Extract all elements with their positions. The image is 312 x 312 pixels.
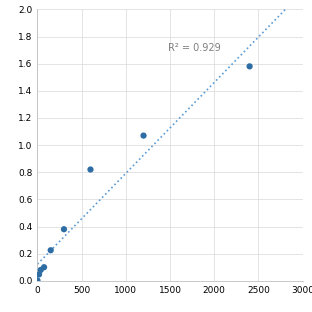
- Point: [247, 64, 252, 69]
- Point: [41, 265, 46, 270]
- Text: R² = 0.929: R² = 0.929: [168, 43, 221, 53]
- Point: [61, 227, 66, 232]
- Point: [38, 267, 43, 272]
- Point: [37, 272, 41, 277]
- Point: [48, 248, 53, 253]
- Point: [88, 167, 93, 172]
- Point: [141, 133, 146, 138]
- Point: [35, 278, 40, 283]
